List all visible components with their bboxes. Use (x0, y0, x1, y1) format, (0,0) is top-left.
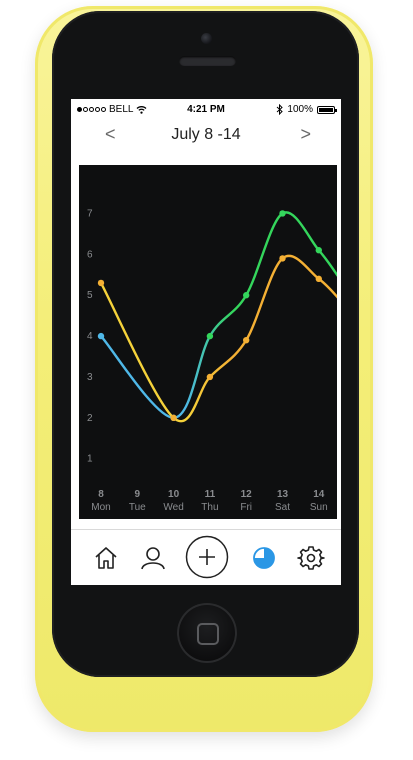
wifi-icon (137, 106, 147, 114)
x-tick-number: 9 (135, 489, 141, 500)
carrier-label: BELL (109, 104, 134, 115)
y-tick-label: 2 (87, 413, 93, 424)
mood-chart: 1 2 3 4 5 6 7 8 Mon 9 Tue 10 Wed 11 Thu 12 Fri 13 Sat 14 Sun (79, 165, 337, 519)
home-icon[interactable] (91, 543, 121, 573)
data-point[interactable] (243, 292, 250, 299)
next-week-button[interactable]: > (300, 124, 311, 144)
series-line (99, 211, 337, 420)
data-point[interactable] (97, 332, 105, 340)
y-tick-label: 1 (87, 454, 93, 465)
home-button-square (197, 623, 219, 645)
status-left: BELL (77, 104, 147, 115)
x-tick-day: Thu (201, 502, 218, 513)
x-tick-day: Sat (275, 502, 290, 513)
x-tick-day: Tue (129, 502, 146, 513)
data-point[interactable] (97, 279, 105, 287)
data-point[interactable] (206, 332, 214, 340)
y-tick-label: 7 (87, 208, 93, 219)
week-nav: < July 8 -14 > (71, 120, 341, 150)
x-tick-day: Fri (240, 502, 252, 513)
profile-icon[interactable] (138, 543, 168, 573)
status-right: 100% (276, 104, 337, 115)
y-tick-label: 5 (87, 290, 93, 301)
y-tick-label: 4 (87, 331, 93, 342)
data-point[interactable] (315, 275, 322, 283)
x-tick-day: Wed (163, 502, 183, 513)
stats-icon[interactable] (249, 543, 279, 573)
data-point[interactable] (170, 414, 177, 422)
x-tick-number: 10 (168, 489, 180, 500)
tab-bar (71, 529, 341, 585)
data-point[interactable] (279, 255, 286, 262)
status-bar: BELL 4:21 PM 100% (71, 99, 341, 120)
x-tick-day: Sun (310, 502, 328, 513)
earpiece-speaker (179, 56, 236, 66)
home-button[interactable] (177, 603, 237, 663)
data-point[interactable] (315, 247, 322, 254)
settings-icon[interactable] (296, 543, 326, 573)
y-tick-label: 6 (87, 249, 93, 260)
data-point[interactable] (279, 210, 286, 217)
signal-icon (77, 107, 106, 112)
battery-percent: 100% (287, 104, 313, 115)
x-tick-number: 12 (241, 489, 253, 500)
data-point[interactable] (243, 336, 250, 344)
battery-icon (317, 105, 337, 114)
prev-week-button[interactable]: < (105, 124, 116, 144)
data-point[interactable] (206, 373, 214, 381)
status-time: 4:21 PM (187, 104, 225, 115)
series-line (99, 254, 337, 423)
x-tick-number: 14 (313, 489, 325, 500)
front-camera (201, 33, 212, 44)
x-tick-day: Mon (91, 502, 110, 513)
y-tick-label: 3 (87, 372, 93, 383)
bluetooth-icon (277, 104, 284, 115)
add-icon[interactable] (185, 535, 229, 579)
x-tick-number: 13 (277, 489, 289, 500)
week-title: July 8 -14 (171, 126, 241, 143)
x-tick-number: 8 (98, 489, 104, 500)
x-tick-number: 11 (205, 489, 216, 500)
